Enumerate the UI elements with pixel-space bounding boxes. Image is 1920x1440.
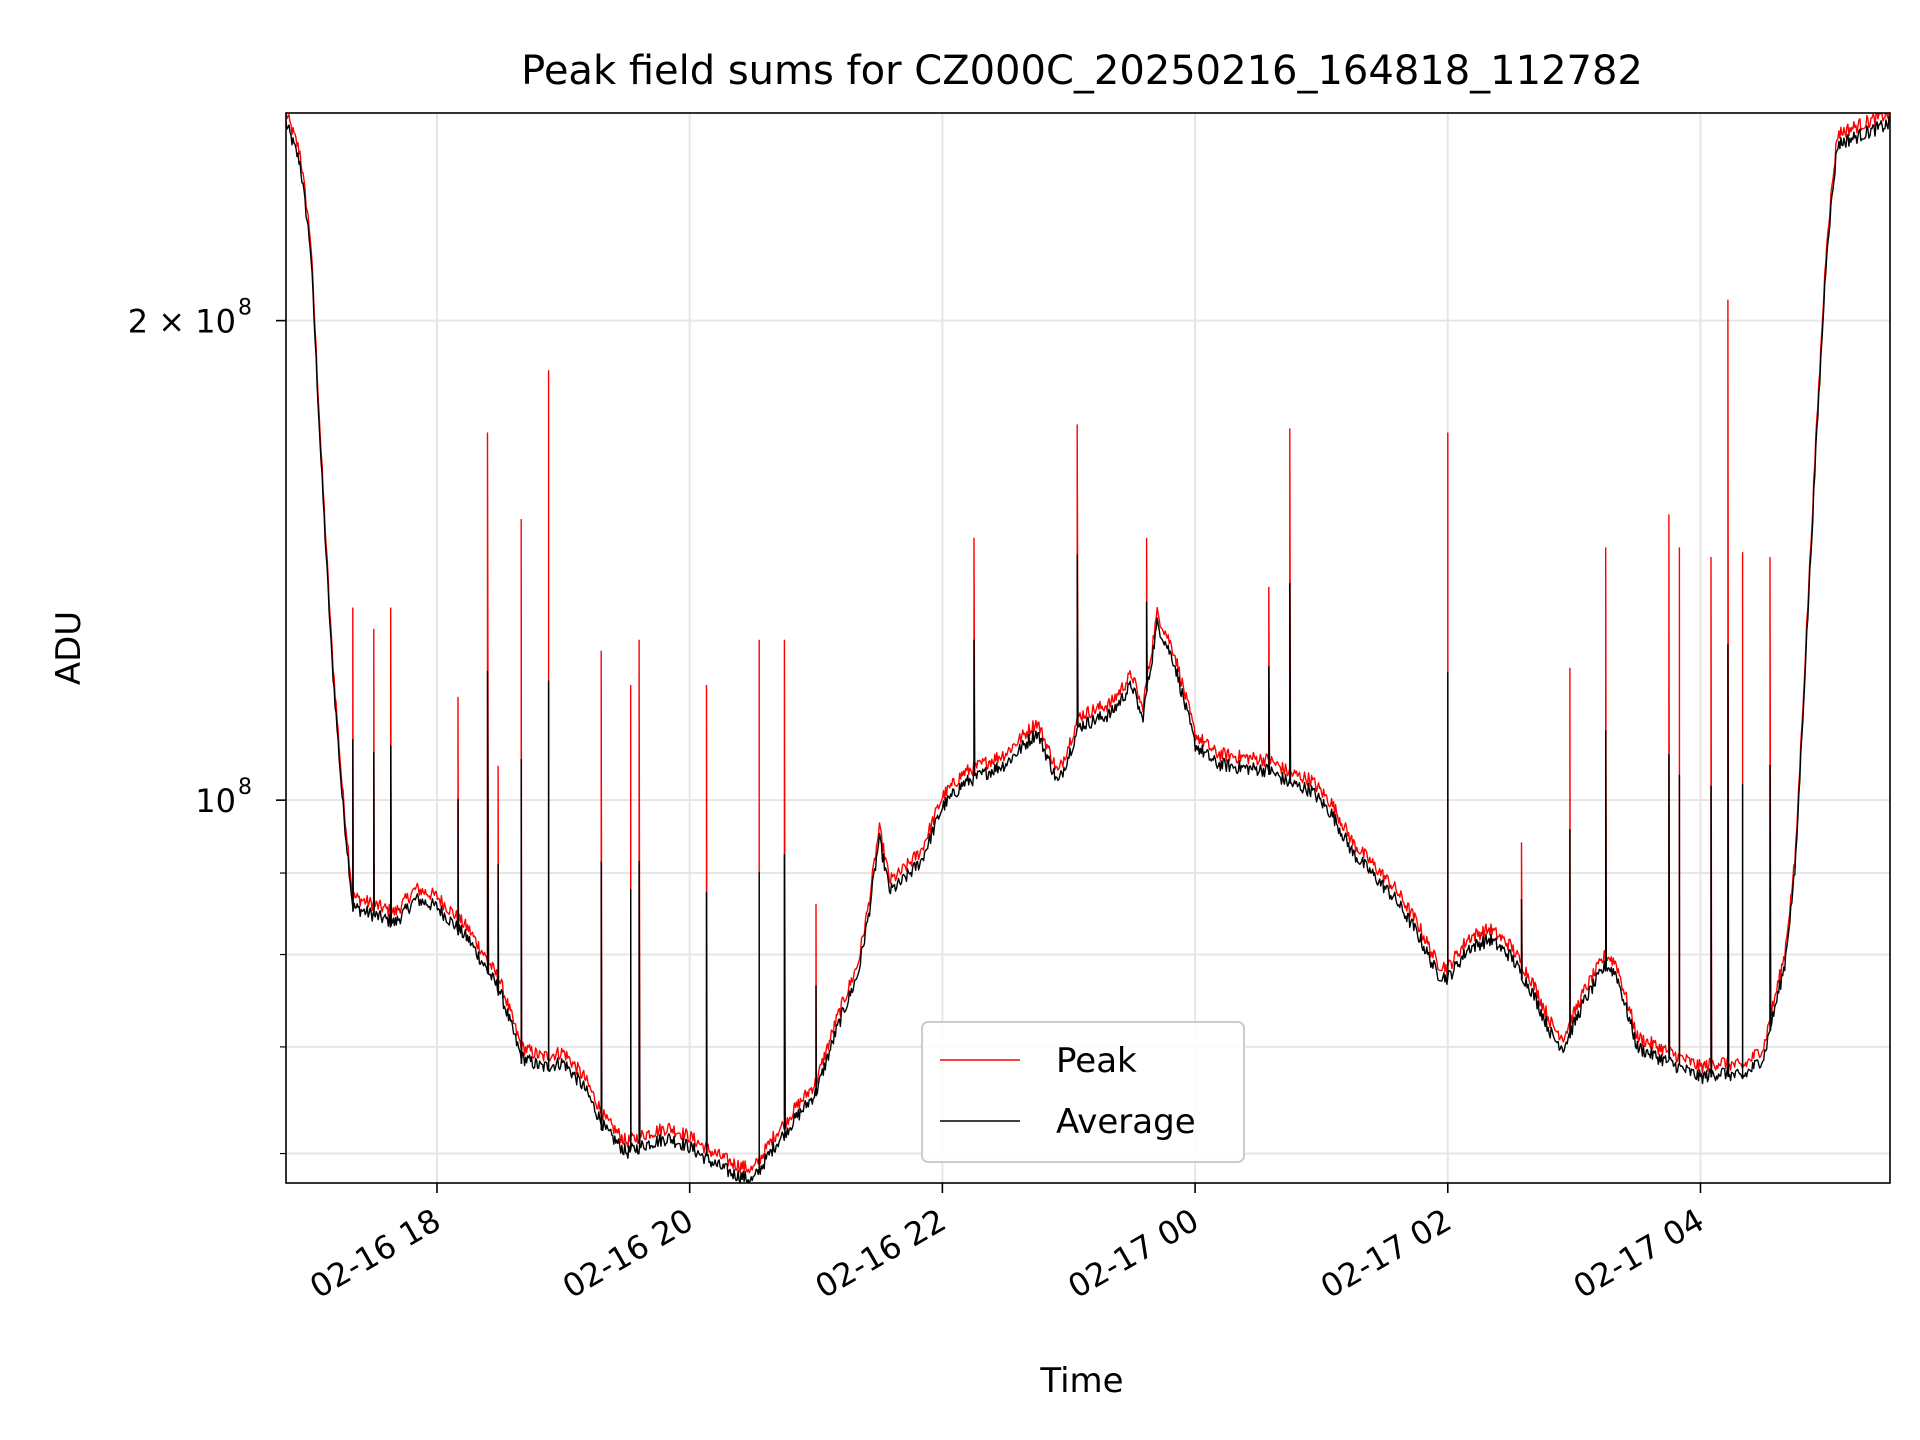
legend-box [921,1021,1245,1163]
average-series-line [286,116,1890,1183]
y-tick-label: 10 [195,782,236,820]
legend-label-average: Average [1056,1102,1196,1142]
y-tick-exponent: 8 [238,296,252,321]
legend-label-peak: Peak [1056,1041,1137,1081]
chart-title: Peak field sums for CZ000C_20250216_1648… [521,48,1643,94]
plot-frame [285,112,1891,1184]
series-area [286,113,1890,1183]
y-tick-label: 2 × 10 [128,303,236,341]
y-tick-exponent: 8 [238,775,252,800]
peak-series-line [286,113,1890,1174]
x-axis-label: Time [1039,1361,1123,1401]
y-axis-label: ADU [49,611,89,685]
legend: Peak Average [921,1021,1245,1163]
